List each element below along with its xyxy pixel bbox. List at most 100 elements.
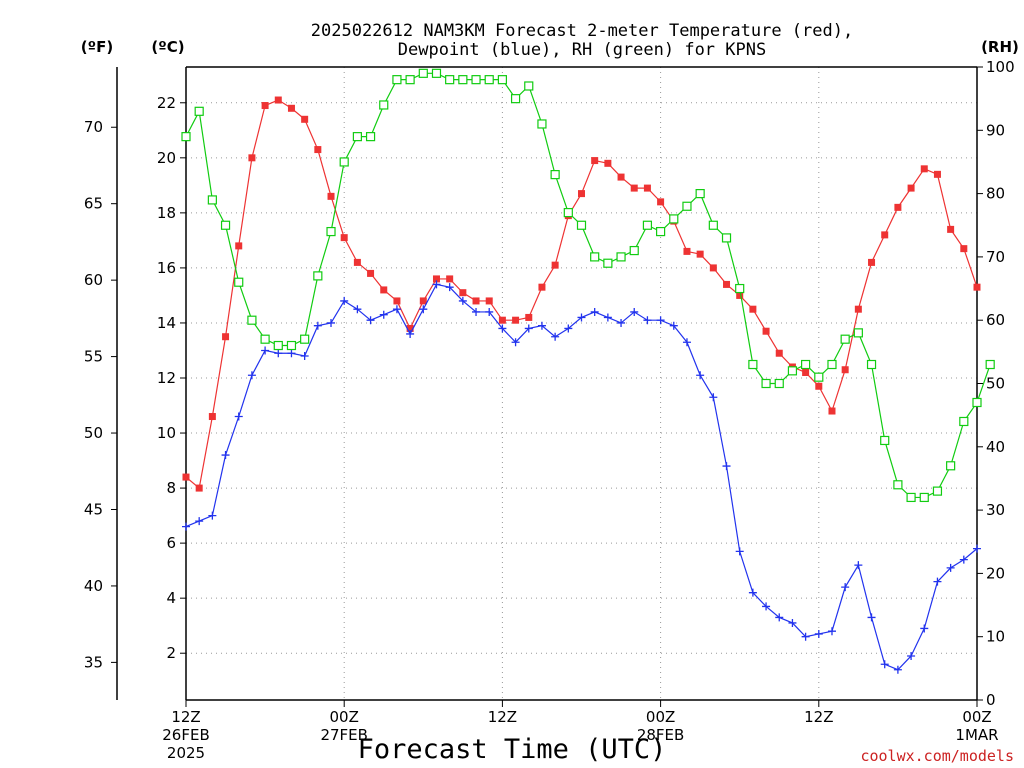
rh-point: [365, 132, 376, 142]
dewpoint-point: [485, 307, 494, 316]
temperature-point: [723, 280, 731, 288]
rh-point: [352, 132, 362, 142]
rh-point: [761, 378, 771, 389]
temperature-point: [195, 484, 203, 492]
dewpoint-point: [524, 324, 533, 333]
dewpoint-point: [274, 349, 283, 358]
dewpoint-point: [841, 583, 850, 592]
rh-point: [959, 416, 969, 427]
temperature-point: [841, 366, 849, 374]
dewpoint-point: [564, 324, 573, 333]
x-tick-label: 00Z: [646, 708, 675, 726]
temperature-point: [419, 297, 427, 305]
rh-point: [550, 170, 560, 180]
rh-tick-label: 0: [986, 691, 996, 709]
rh-tick-label: 90: [986, 121, 1005, 139]
dewpoint-point: [379, 310, 388, 319]
dewpoint-point: [208, 511, 217, 520]
x-tick-label: 12Z: [804, 708, 833, 726]
rh-tick-label: 30: [986, 501, 1005, 519]
dewpoint-point: [419, 305, 428, 314]
temperature-point: [432, 275, 440, 283]
dewpoint-point: [577, 313, 586, 322]
rh-point: [194, 106, 204, 116]
rh-point: [629, 245, 639, 256]
temperature-point: [960, 245, 968, 253]
dewpoint-point: [643, 316, 652, 325]
temperature-point: [498, 316, 506, 324]
dewpoint-point: [327, 318, 336, 327]
rh-point: [247, 315, 257, 325]
dewpoint-point: [959, 555, 968, 564]
fahrenheit-tick-label: 65: [84, 195, 103, 213]
temperature-point: [657, 198, 665, 206]
temperature-point: [854, 305, 862, 313]
rh-point: [827, 359, 837, 370]
temperature-point: [973, 283, 981, 291]
dewpoint-point: [617, 318, 626, 327]
fahrenheit-tick-label: 70: [84, 118, 103, 136]
rh-unit-label: (RH): [981, 38, 1019, 56]
rh-point: [893, 480, 903, 490]
dewpoint-point: [287, 349, 296, 358]
rh-point: [207, 195, 217, 205]
rh-point: [181, 132, 191, 142]
celsius-tick-label: 16: [157, 259, 176, 277]
celsius-tick-label: 14: [157, 314, 176, 332]
celsius-tick-label: 12: [157, 369, 176, 387]
rh-point: [708, 220, 718, 230]
dewpoint-point: [432, 280, 441, 289]
temperature-point: [762, 327, 770, 335]
x-tick-label: 00Z: [330, 708, 359, 726]
rh-point: [379, 100, 389, 110]
rh-point: [946, 461, 956, 471]
rh-tick-label: 40: [986, 438, 1005, 456]
celsius-tick-label: 4: [166, 589, 176, 607]
temperature-point: [578, 190, 585, 198]
rh-point: [273, 340, 283, 351]
celsius-tick-label: 18: [157, 204, 176, 222]
temperature-point: [235, 242, 243, 250]
dewpoint-point: [300, 351, 309, 360]
rh-point: [392, 75, 402, 85]
fahrenheit-tick-label: 35: [84, 653, 103, 671]
dewpoint-point: [907, 651, 916, 660]
rh-point: [418, 68, 428, 78]
chart-title-line1: 2025022612 NAM3KM Forecast 2-meter Tempe…: [311, 21, 853, 41]
temperature-point: [446, 275, 454, 283]
temperature-point: [802, 368, 810, 376]
rh-tick-label: 10: [986, 628, 1005, 646]
dewpoint-point: [709, 393, 718, 402]
rh-point: [458, 75, 468, 85]
x-tick-label: 12Z: [488, 708, 517, 726]
fahrenheit-unit-label: (ºF): [81, 38, 113, 56]
rh-tick-label: 60: [986, 311, 1005, 329]
rh-point: [300, 334, 310, 344]
rh-point: [801, 359, 811, 370]
temperature-point: [749, 305, 757, 313]
dewpoint-point: [221, 451, 230, 460]
dewpoint-point: [854, 561, 863, 570]
celsius-unit-label: (ºC): [151, 38, 184, 56]
temperature-point: [683, 247, 691, 255]
rh-point: [471, 75, 481, 85]
temperature-point: [933, 170, 941, 178]
dewpoint-point: [537, 321, 546, 330]
temperature-point: [182, 473, 190, 481]
rh-point: [326, 226, 336, 237]
temperature-point: [248, 154, 256, 162]
dewpoint-point: [603, 313, 612, 322]
dewpoint-point: [893, 665, 902, 674]
fahrenheit-tick-label: 50: [84, 424, 103, 442]
dewpoint-point: [973, 544, 981, 553]
celsius-tick-label: 6: [166, 534, 176, 552]
temperature-point: [617, 173, 625, 181]
dewpoint-point: [788, 618, 797, 627]
dewpoint-point: [472, 307, 481, 316]
temperature-point: [340, 234, 348, 242]
temperature-point: [525, 313, 533, 321]
credit-link[interactable]: coolwx.com/models: [860, 747, 1014, 765]
rh-point: [576, 220, 587, 230]
dewpoint-point: [933, 577, 942, 586]
celsius-tick-label: 8: [166, 479, 176, 497]
